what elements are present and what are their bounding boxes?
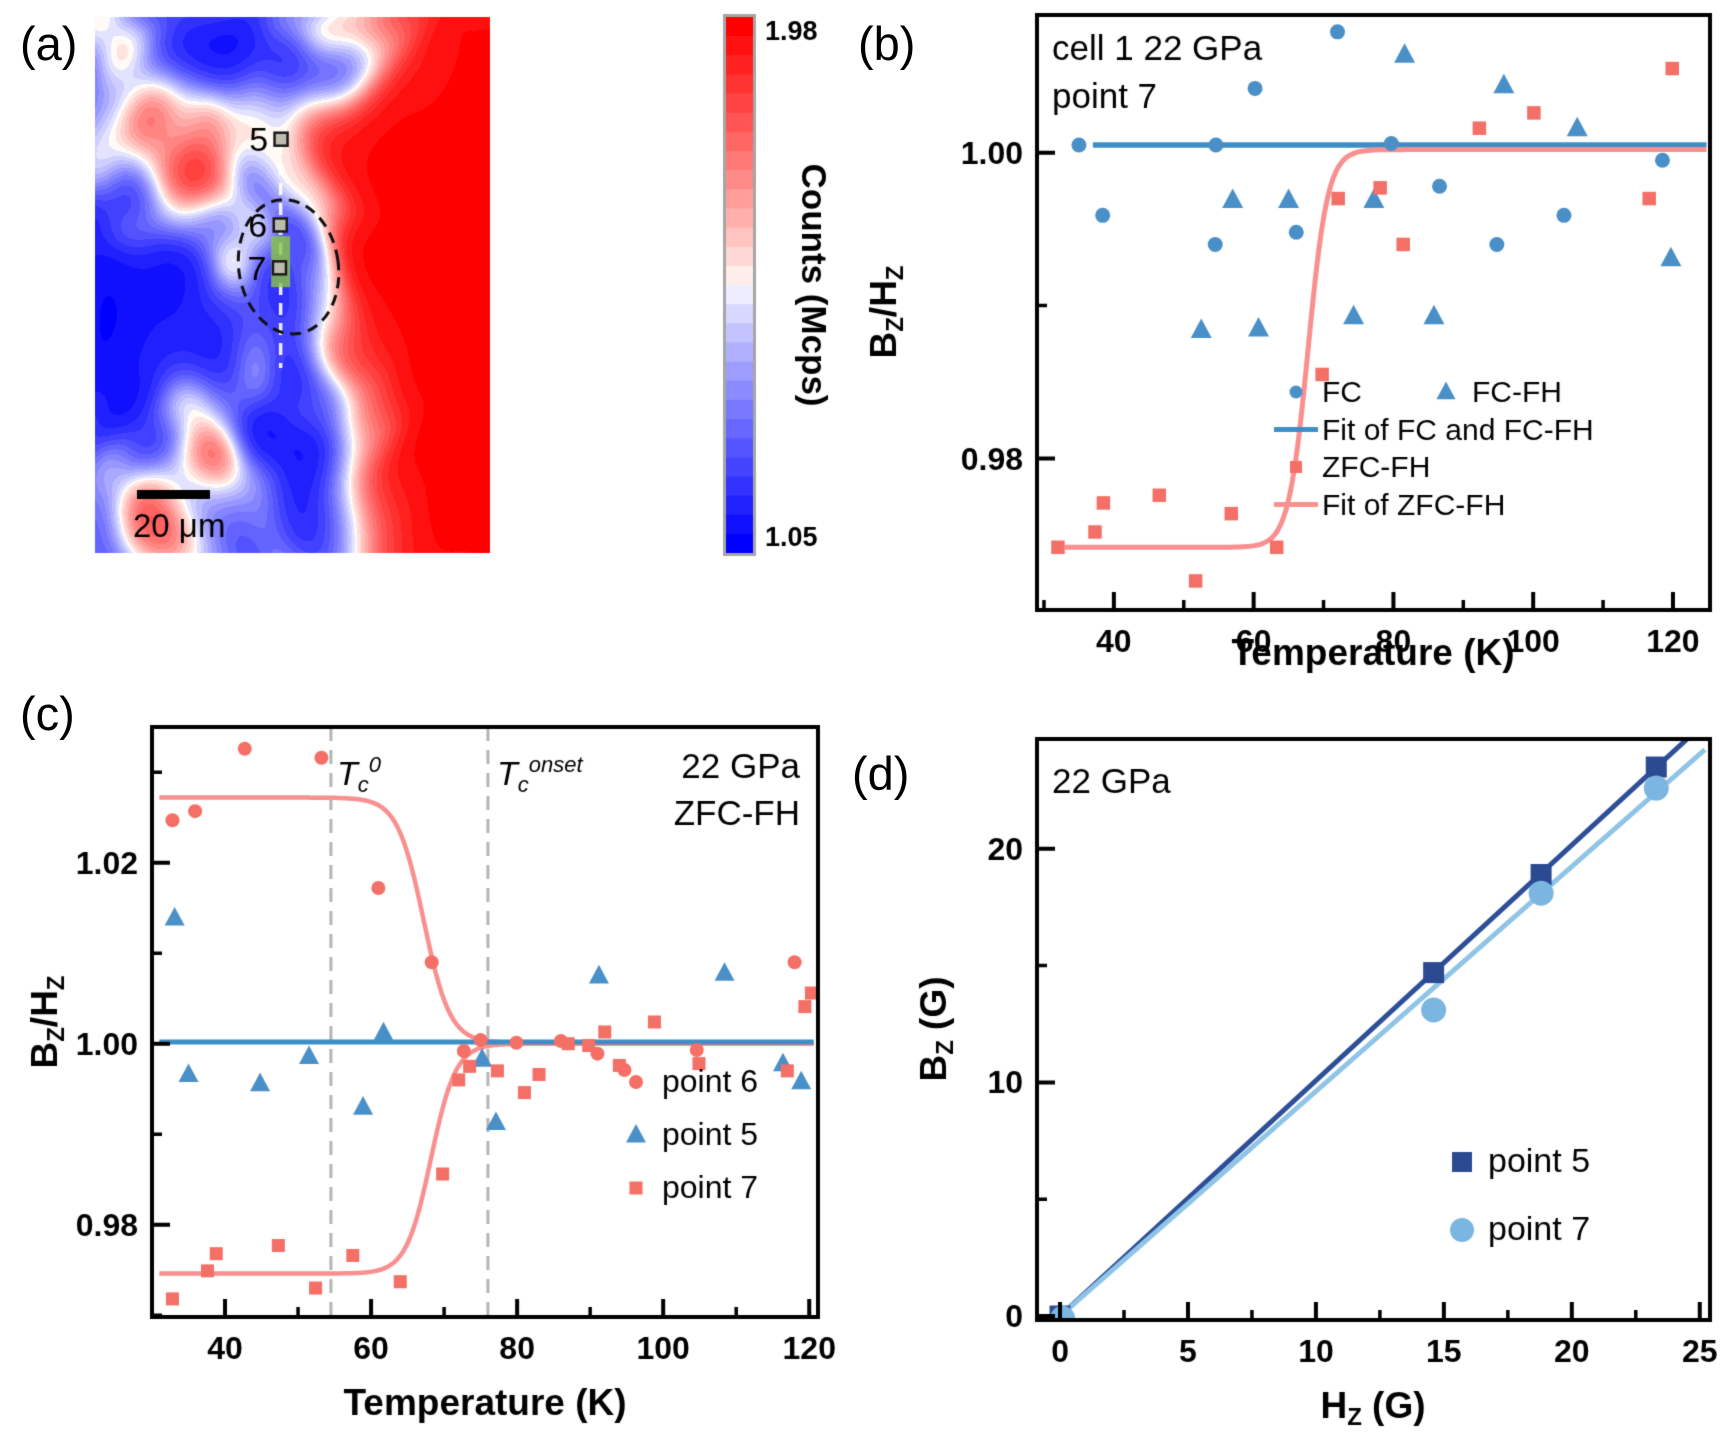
panel-letter-c: (c) <box>20 687 75 740</box>
panel-letter-b: (b) <box>858 17 916 70</box>
panel-letter-a: (a) <box>20 17 78 70</box>
panel-letter-d: (d) <box>852 747 910 800</box>
